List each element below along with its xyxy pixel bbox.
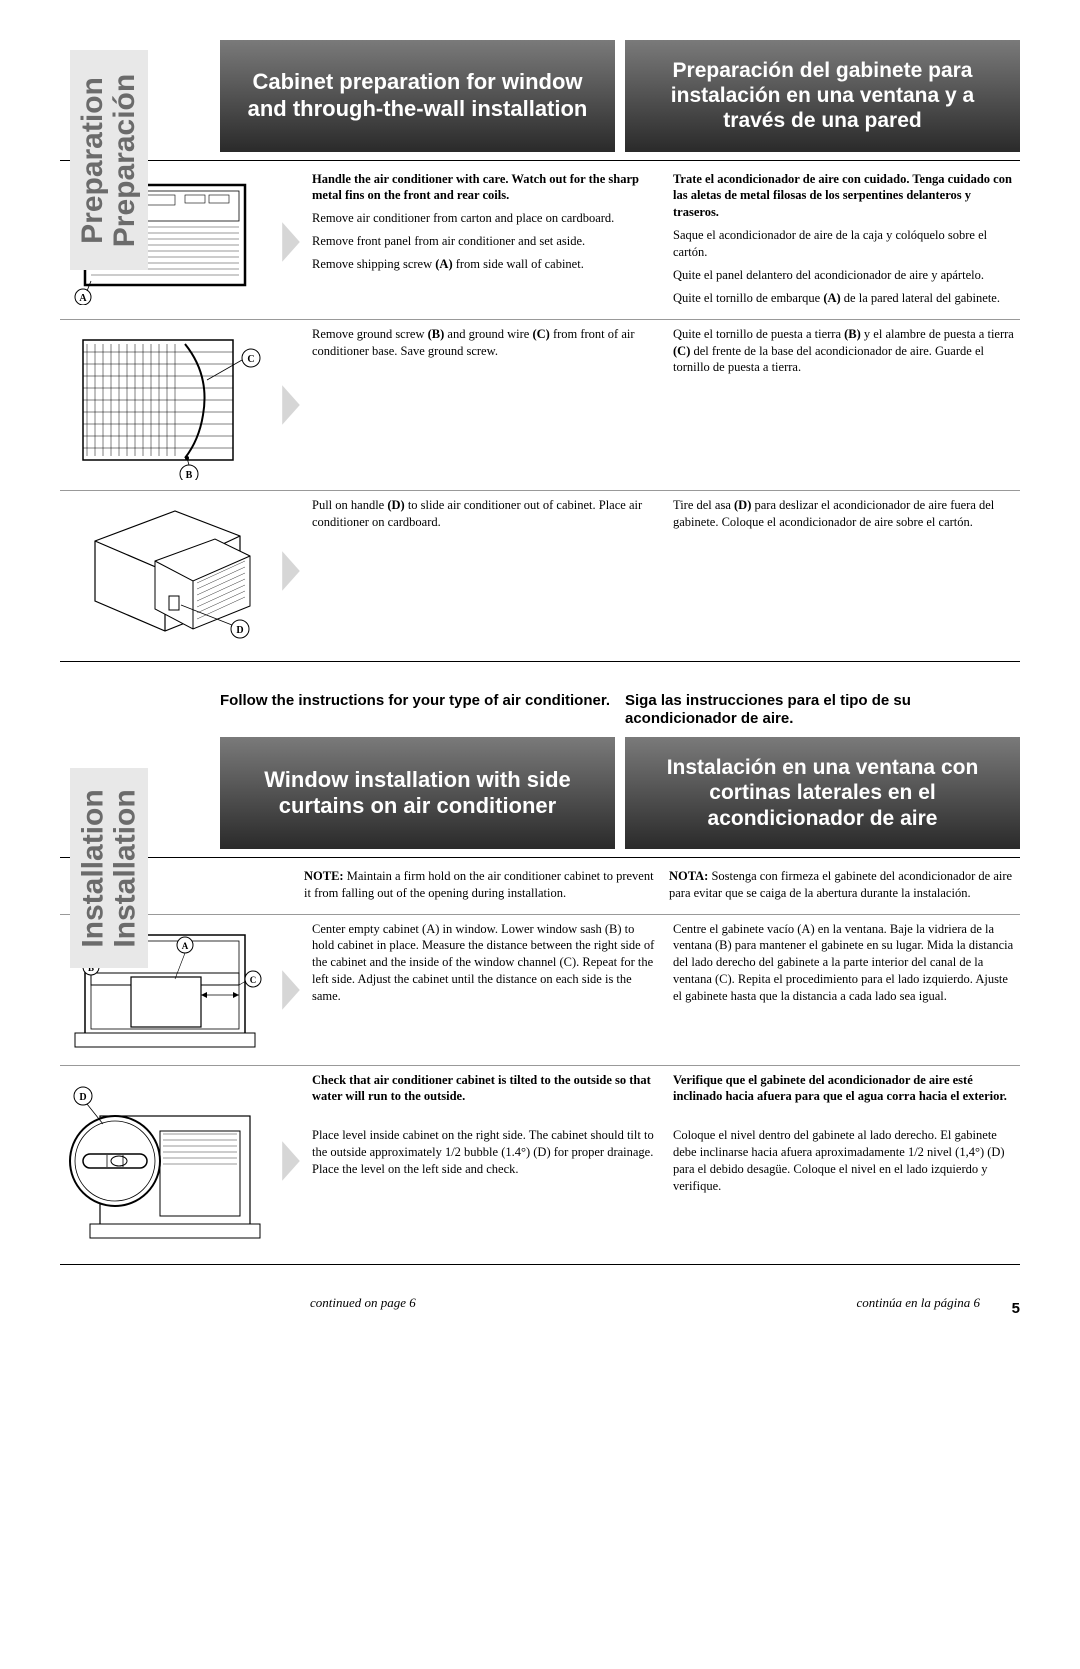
warning-en: Handle the air conditioner with care. Wa… [312,171,659,205]
header-row-1: Cabinet preparation for window and throu… [220,40,1020,152]
tilt-head-es: Verifique que el gabinete del acondicion… [673,1072,1020,1106]
step2-en: Remove front panel from air conditioner … [312,233,659,250]
text-col-en: Handle the air conditioner with care. Wa… [312,171,659,313]
tab-es: Preparación [109,73,141,246]
tilt-es: Coloque el nivel dentro del gabinete al … [673,1127,1020,1195]
step3-es: Quite el tornillo de embarque (A) de la … [673,290,1020,307]
intro-row-2: Follow the instructions for your type of… [220,692,1020,730]
text-col-es: Quite el tornillo de puesta a tierra (B)… [673,326,1020,383]
illus-slide-out: D [60,497,270,645]
section-tab-text: Preparation Preparación [78,73,141,246]
tab-en: Installation [78,789,110,947]
step-row-tilt: D Check that air conditioner cabinet is … [60,1065,1020,1256]
step-arrow [278,921,304,1059]
step3-en: Remove shipping screw (A) from side wall… [312,256,659,273]
text-cols: Handle the air conditioner with care. Wa… [312,171,1020,313]
divider [60,160,1020,161]
tilt-en: Place level inside cabinet on the right … [312,1127,659,1195]
step-arrow [278,171,304,313]
step-pull-en: Pull on handle (D) to slide air conditio… [312,497,659,531]
header-install-es: Instalación en una ventana con cortinas … [625,737,1020,849]
step-pull-es: Tire del asa (D) para deslizar el acondi… [673,497,1020,531]
svg-text:D: D [79,1092,86,1103]
step-row-center: B A C Center empty cabinet (A) in window… [60,914,1020,1065]
text-cols: Center empty cabinet (A) in window. Lowe… [312,921,1020,1005]
step-arrow [278,1072,304,1250]
header-prep-en: Cabinet preparation for window and throu… [220,40,615,152]
cont-es: continúa en la página 6 [857,1295,981,1311]
text-col-es: Trate el acondicionador de aire con cuid… [673,171,1020,313]
note-es: NOTA: Sostenga con firmeza el gabinete d… [669,868,1020,908]
section-tab-preparation: Preparation Preparación [70,50,148,270]
step2-es: Quite el panel delantero del acondiciona… [673,267,1020,284]
tab-en: Preparation [78,73,110,246]
section-tab-installation: Installation Installation [70,768,148,968]
cont-en: continued on page 6 [310,1295,416,1311]
divider [60,661,1020,662]
page-number: 5 [1012,1300,1020,1317]
note-en: NOTE: Maintain a firm hold on the air co… [304,868,655,908]
svg-text:C: C [250,975,257,985]
text-cols: NOTE: Maintain a firm hold on the air co… [304,868,1020,908]
step-center-en: Center empty cabinet (A) in window. Lowe… [312,921,659,1005]
section-tab-text: Installation Installation [78,789,141,947]
warning-es: Trate el acondicionador de aire con cuid… [673,171,1020,222]
step-row-3: D Pull on handle (D) to slide air condit… [60,490,1020,651]
intro-en: Follow the instructions for your type of… [220,692,615,730]
text-col-en: Pull on handle (D) to slide air conditio… [312,497,659,537]
step-arrow [278,326,304,484]
illus-ground-wire: C B [60,326,270,484]
intro-es: Siga las instrucciones para el tipo de s… [625,692,1020,730]
text-col-en: Remove ground screw (B) and ground wire … [312,326,659,383]
text-cols: Pull on handle (D) to slide air conditio… [312,497,1020,537]
text-col-es: Tire del asa (D) para deslizar el acondi… [673,497,1020,537]
svg-text:D: D [236,625,243,636]
step-ground-es: Quite el tornillo de puesta a tierra (B)… [673,326,1020,377]
svg-text:C: C [247,354,254,365]
text-cols: Remove ground screw (B) and ground wire … [312,326,1020,383]
step-row-2: C B Remove ground screw (B) and ground w… [60,319,1020,490]
svg-text:A: A [79,293,87,304]
header-install-en: Window installation with side curtains o… [220,737,615,849]
step-row-1: A Handle the air conditioner with care. … [60,165,1020,319]
step-arrow [278,497,304,645]
continued-footer: continued on page 6 continúa en la págin… [310,1295,980,1311]
divider [60,857,1020,858]
header-prep-es: Preparación del gabinete para instalació… [625,40,1020,152]
divider [60,1264,1020,1265]
header-row-2: Window installation with side curtains o… [220,737,1020,849]
step1-es: Saque el acondicionador de aire de la ca… [673,227,1020,261]
step1-en: Remove air conditioner from carton and p… [312,210,659,227]
tab-es: Installation [109,789,141,947]
step-center-es: Centre el gabinete vacío (A) en la venta… [673,921,1020,1005]
svg-text:B: B [186,470,193,480]
illus-tilt-level: D [60,1072,270,1250]
text-cols: Check that air conditioner cabinet is ti… [312,1072,1020,1203]
tilt-head-en: Check that air conditioner cabinet is ti… [312,1072,659,1106]
step-ground-en: Remove ground screw (B) and ground wire … [312,326,659,360]
svg-text:A: A [182,941,189,951]
note-row: NOTE: Maintain a firm hold on the air co… [60,862,1020,914]
